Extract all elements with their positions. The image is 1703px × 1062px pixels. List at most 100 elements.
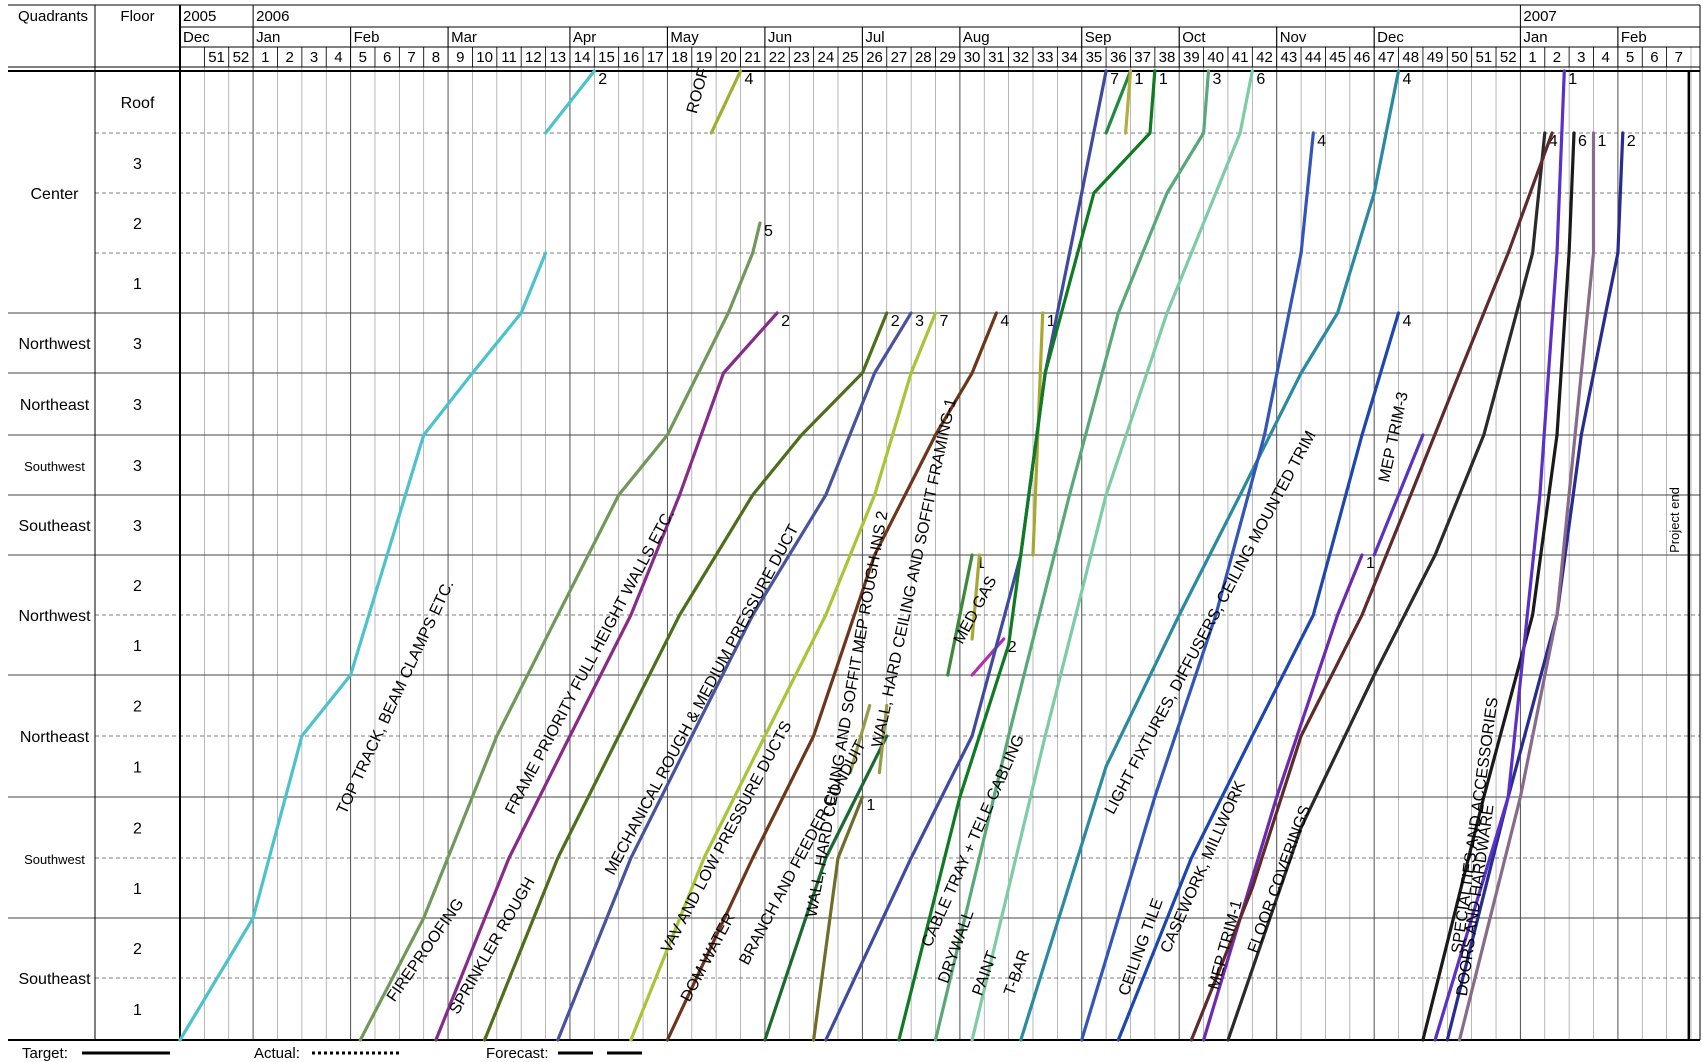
floor-header: Floor [120, 8, 154, 25]
quadrant-label: Center [30, 186, 79, 203]
week-label: 21 [744, 49, 761, 66]
quadrant-label: Southwest [24, 459, 85, 474]
activity-name-label: T-BAR [1001, 948, 1033, 998]
week-label: 37 [1134, 49, 1151, 66]
month-label: Jun [768, 29, 792, 46]
activity-line [709, 69, 743, 135]
week-label: 39 [1183, 49, 1200, 66]
year-label: 2006 [256, 8, 289, 25]
week-label: 27 [891, 49, 908, 66]
week-label: 19 [696, 49, 713, 66]
floor-label: Roof [121, 95, 155, 112]
week-label: 5 [359, 49, 367, 66]
activity-line [1433, 69, 1566, 1042]
activity-line [897, 69, 1157, 1042]
week-label: 8 [432, 49, 440, 66]
activity-crew-label: 4 [1549, 133, 1558, 150]
week-label: 50 [1451, 49, 1468, 66]
activity-line [1019, 69, 1401, 1042]
activity-crew-label: 4 [1317, 133, 1326, 150]
location-axis: Roof321333321212121CenterNorthwestNorthe… [8, 5, 1701, 1041]
week-label: 49 [1427, 49, 1444, 66]
activity-crew-label: 2 [891, 313, 900, 330]
activity-line [1104, 69, 1133, 135]
activity-name-label: TOP TRACK, BEAM CLAMPS ETC. [334, 578, 458, 817]
year-label: 2005 [183, 8, 216, 25]
grid [8, 27, 1700, 1040]
week-label: 41 [1232, 49, 1249, 66]
week-label: 52 [1500, 49, 1517, 66]
week-label: 45 [1329, 49, 1346, 66]
week-label: 15 [598, 49, 615, 66]
week-label: 28 [915, 49, 932, 66]
week-label: 20 [720, 49, 737, 66]
activity-name-label: PAINT [970, 949, 1002, 998]
month-label: Aug [963, 29, 990, 46]
floor-label: 3 [133, 518, 142, 535]
activity-crew-label: 1 [1047, 313, 1056, 330]
activity-line [556, 311, 913, 1042]
month-label: Dec [183, 29, 210, 46]
week-label: 33 [1037, 49, 1054, 66]
activity-line [1226, 131, 1547, 1042]
activity-crew-label: 1 [1134, 71, 1143, 88]
floor-label: 2 [133, 821, 142, 838]
week-label: 12 [525, 49, 542, 66]
week-label: 32 [1012, 49, 1029, 66]
activity-crew-label: 1 [1568, 71, 1577, 88]
activity-labels: TOP TRACK, BEAM CLAMPS ETC.FIREPROOFINGR… [334, 66, 1502, 1017]
month-label: Jul [865, 29, 884, 46]
week-label: 16 [623, 49, 640, 66]
week-label: 36 [1110, 49, 1127, 66]
week-label: 3 [1577, 49, 1585, 66]
month-label: Feb [354, 29, 380, 46]
chart-extras: Project end Target: Actual: Forecast: [22, 71, 1691, 1062]
week-label: 2 [1553, 49, 1561, 66]
activity-line [763, 734, 889, 1042]
activity-crew-label: 2 [781, 313, 790, 330]
quadrant-label: Northeast [20, 729, 90, 746]
week-label: 11 [501, 49, 517, 66]
activity-line [665, 311, 999, 1042]
activity-name-label: MEP TRIM-3 [1376, 390, 1412, 483]
week-label: 35 [1086, 49, 1103, 66]
week-label: 31 [988, 49, 1005, 66]
activity-line [933, 69, 1211, 1042]
activity-line [358, 251, 755, 1042]
activity-line [970, 69, 1254, 1042]
activity-crew-label: 1 [1366, 555, 1375, 572]
week-label: 38 [1159, 49, 1176, 66]
activity-crew-label: 1 [866, 797, 875, 814]
month-label: May [670, 29, 699, 46]
week-label: 29 [939, 49, 956, 66]
week-label: 22 [769, 49, 786, 66]
week-label: 9 [456, 49, 464, 66]
activity-line [1421, 131, 1576, 1042]
activity-line [1123, 69, 1133, 135]
activity-crew-label: 1 [1134, 71, 1143, 88]
week-label: 26 [866, 49, 883, 66]
floor-label: 3 [133, 156, 142, 173]
activity-line [1116, 311, 1401, 1042]
week-label: 1 [1528, 49, 1536, 66]
week-label: 2 [285, 49, 293, 66]
week-label: 18 [671, 49, 688, 66]
activity-crew-label: 4 [1403, 71, 1412, 88]
time-axis-header: 2005 2006 2007 Dec Jan Feb Mar Apr May Jun Jul Aug S… [8, 4, 1700, 72]
week-label: 10 [476, 49, 493, 66]
quadrant-label: Northeast [20, 397, 90, 414]
week-label: 1 [261, 49, 269, 66]
week-label: 4 [334, 49, 342, 66]
floor-label: 2 [133, 578, 142, 595]
activity-line [1189, 131, 1554, 1042]
week-label: 17 [647, 49, 664, 66]
activity-line [848, 703, 872, 775]
activity-crew-label: 4 [1000, 313, 1009, 330]
quadrant-label: Southeast [18, 971, 91, 988]
month-label: Dec [1377, 29, 1404, 46]
activity-name-label: ROOF [684, 66, 712, 115]
activity-crew-label: 4 [745, 71, 754, 88]
activity-crew-label: 6 [1256, 71, 1265, 88]
week-label: 51 [1476, 49, 1493, 66]
